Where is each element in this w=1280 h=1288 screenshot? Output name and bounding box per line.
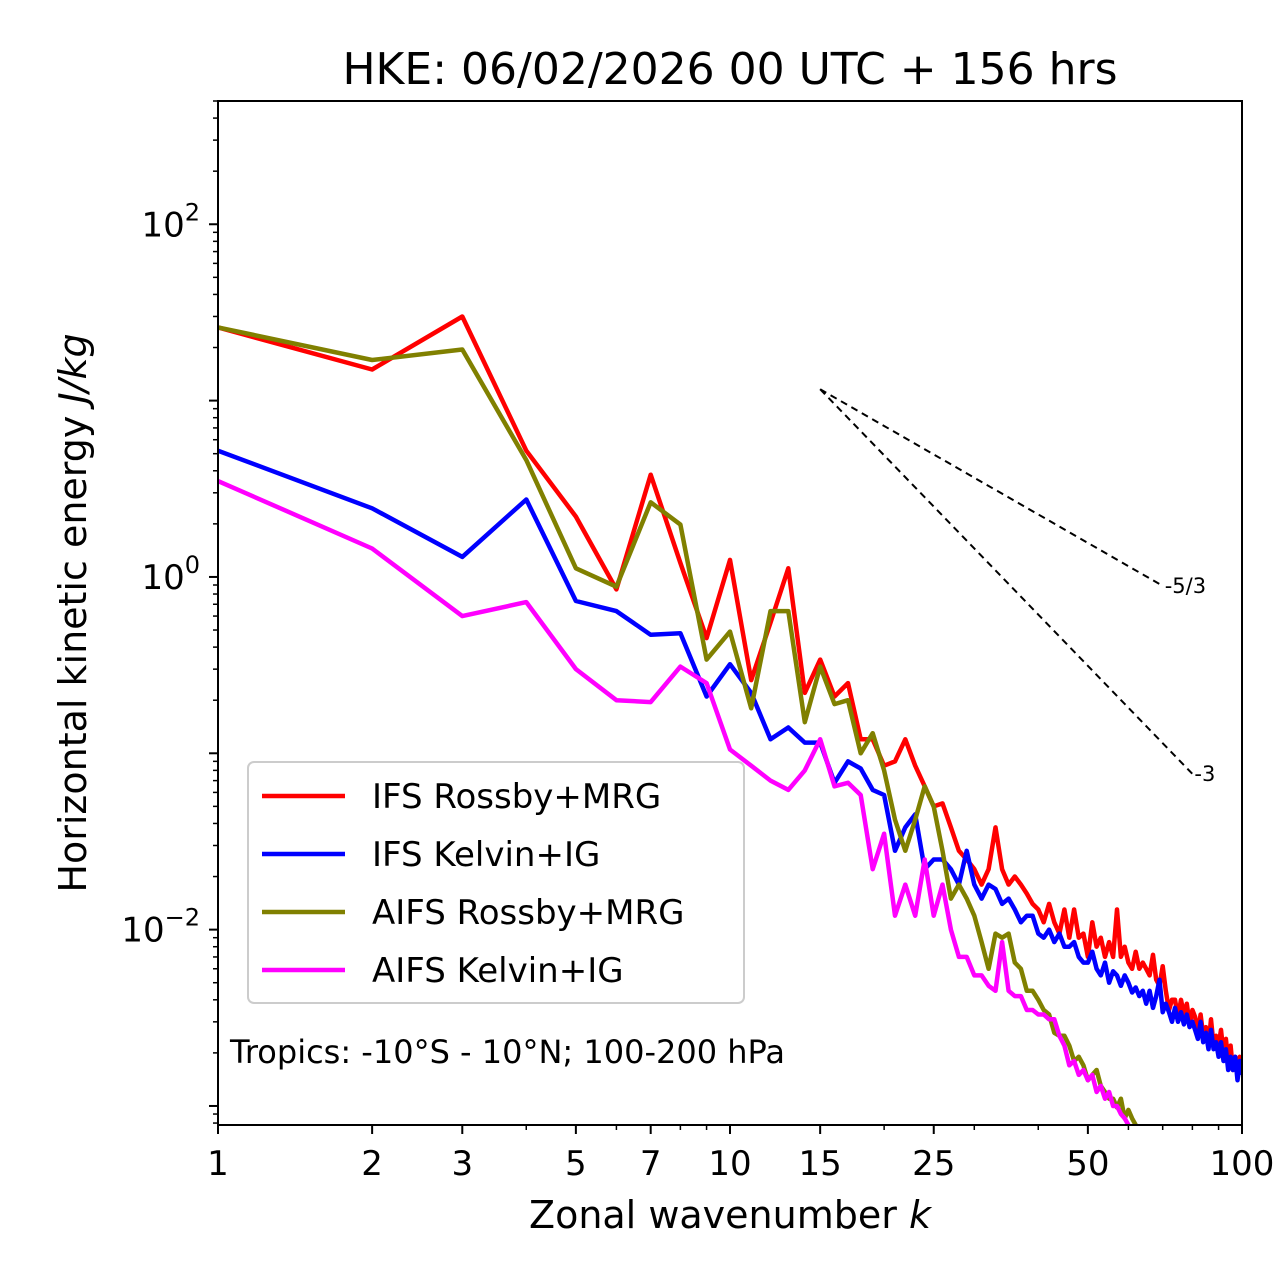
y-axis-label: Horizontal kinetic energy J/kg: [51, 333, 95, 892]
x-tick-label: 10: [708, 1144, 751, 1184]
reference-line-1: [819, 388, 1194, 775]
legend: IFS Rossby+MRG IFS Kelvin+IG AIFS Rossby+M…: [247, 761, 745, 1004]
x-tick-label: 3: [451, 1144, 473, 1184]
reference-slopes: -5/3 -3: [819, 388, 1215, 786]
series-line-1: [218, 448, 1242, 1083]
legend-label-0: IFS Rossby+MRG: [372, 777, 661, 817]
legend-label-1: IFS Kelvin+IG: [372, 835, 600, 875]
y-tick-label: 102: [141, 198, 200, 245]
reference-line-0: [819, 388, 1164, 587]
legend-label-3: AIFS Kelvin+IG: [372, 951, 624, 991]
reference-label-1: -3: [1194, 762, 1215, 786]
series-line-2: [218, 325, 1138, 1125]
x-axis-label: Zonal wavenumber k: [529, 1193, 933, 1237]
y-tick-label: 100: [141, 551, 200, 598]
chart-title: HKE: 06/02/2026 00 UTC + 156 hrs: [342, 44, 1117, 95]
x-tick-label: 100: [1210, 1144, 1275, 1184]
x-tick-label: 25: [912, 1144, 955, 1184]
reference-label-0: -5/3: [1165, 574, 1206, 598]
plot-frame: [217, 100, 1243, 1126]
legend-box: [247, 761, 745, 1004]
series-layer: [218, 314, 1242, 1125]
x-axis-ticks: 1 2 3 5 7 10 15 25 50 100: [207, 1125, 1274, 1184]
legend-entries: IFS Rossby+MRG IFS Kelvin+IG AIFS Rossby+M…: [262, 777, 684, 991]
y-tick-label: 10−2: [121, 904, 200, 951]
x-tick-label: 2: [361, 1144, 383, 1184]
series-line-3: [218, 478, 1131, 1125]
x-tick-label: 5: [565, 1144, 587, 1184]
x-tick-label: 1: [207, 1144, 229, 1184]
legend-label-2: AIFS Rossby+MRG: [372, 893, 684, 933]
x-tick-label: 50: [1066, 1144, 1109, 1184]
y-axis-ticks: 102 100 10−2: [121, 100, 218, 1124]
region-annotation: Tropics: -10°S - 10°N; 100-200 hPa: [229, 1033, 785, 1071]
x-tick-label: 7: [640, 1144, 662, 1184]
x-tick-label: 15: [799, 1144, 842, 1184]
